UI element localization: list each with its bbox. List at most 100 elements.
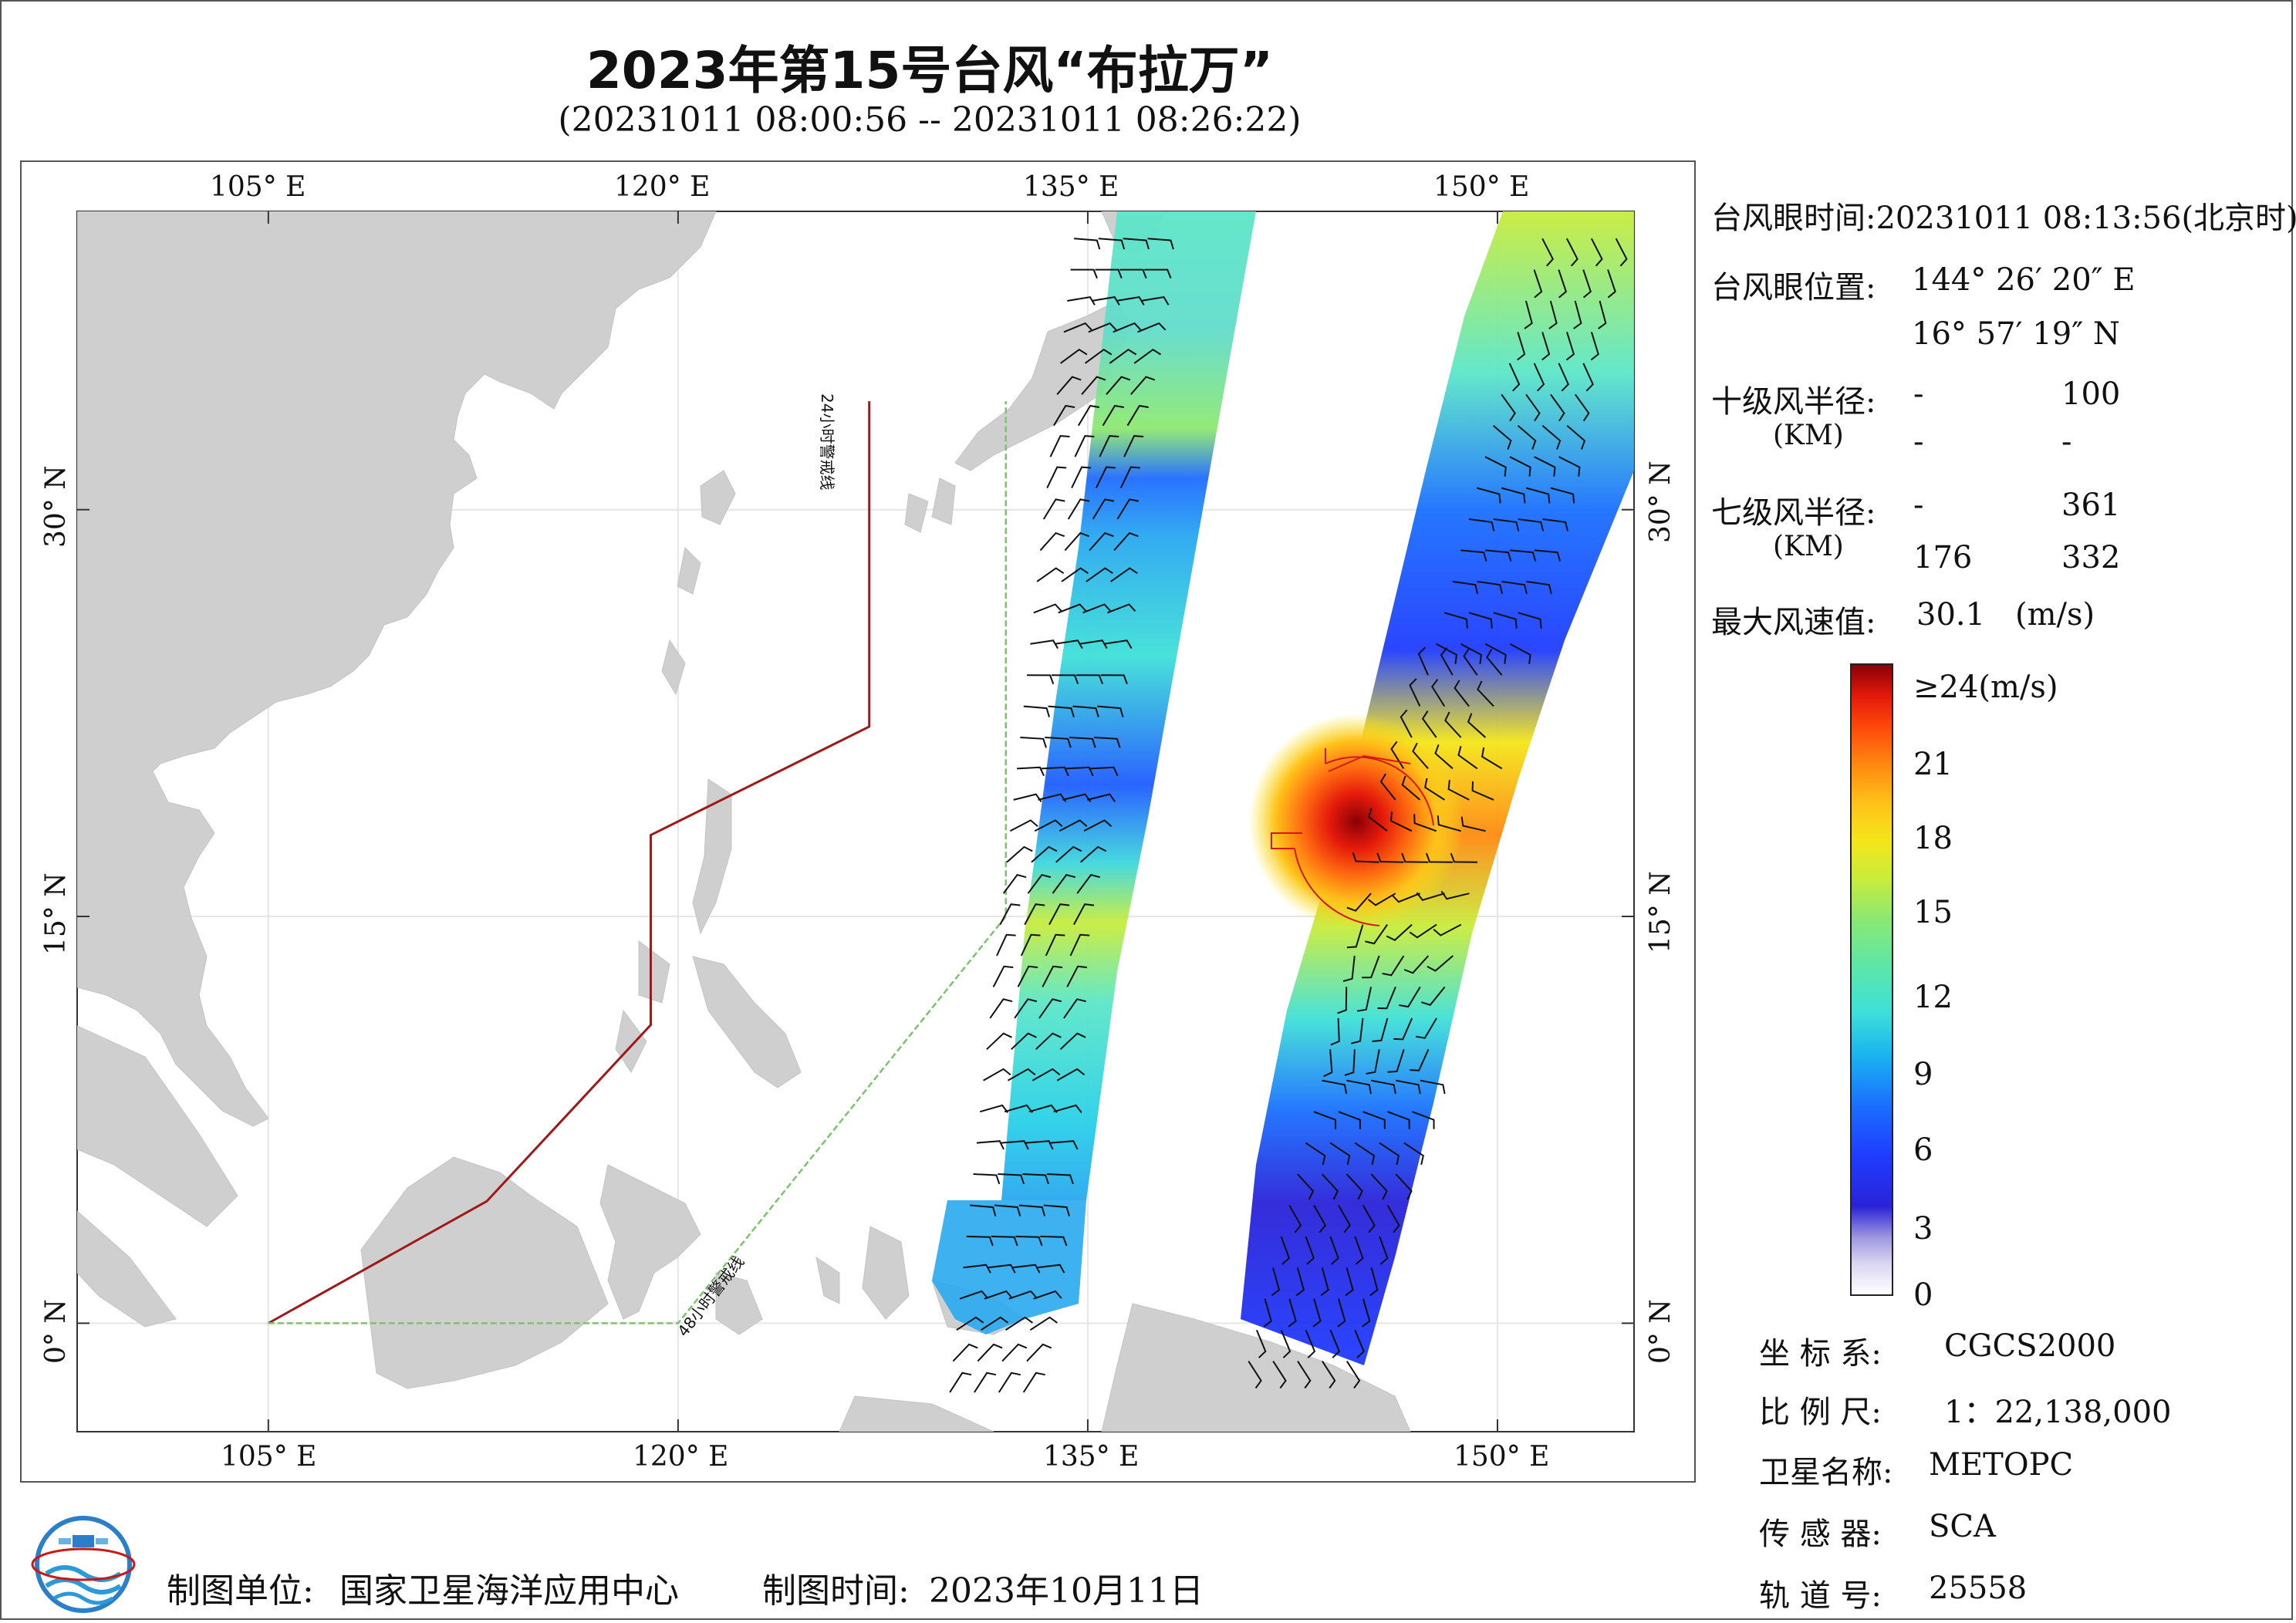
wind-barb-31 <box>1123 435 1144 457</box>
wind-barb-51 <box>1107 603 1136 614</box>
wind-barb-238 <box>1425 852 1454 863</box>
warning-lines <box>268 401 1007 1324</box>
wind-barb-277 <box>1362 1111 1386 1129</box>
wind-barb-192 <box>1460 549 1487 562</box>
wind-barb-38 <box>1092 498 1115 520</box>
wind-barb-210 <box>1463 648 1478 676</box>
wind-barb-286 <box>1321 1173 1339 1200</box>
r10-label: 十级风半径: <box>1711 384 1876 420</box>
wind-barb-19 <box>1133 348 1162 364</box>
date-value: 2023年10月11日 <box>929 1571 1204 1611</box>
wind-barb-45 <box>1061 567 1089 582</box>
wind-barb-171 <box>1582 363 1594 392</box>
wind-barb-104 <box>986 1032 1012 1051</box>
wind-barb-273 <box>1395 1079 1421 1095</box>
wind-barb-25 <box>1077 404 1100 427</box>
wind-barb-6 <box>1119 268 1147 279</box>
wind-barb-5 <box>1095 268 1123 279</box>
wind-barb-298 <box>1354 1236 1364 1265</box>
wind-barb-36 <box>1042 498 1065 520</box>
wind-barb-254 <box>1427 955 1454 972</box>
wind-barb-142 <box>1004 1316 1033 1331</box>
wind-barb-217 <box>1421 710 1437 738</box>
eye-lon: 144° 26′ 20″ E <box>1912 262 2136 298</box>
wind-barb-159 <box>1607 269 1616 299</box>
wind-barb-18 <box>1109 348 1137 364</box>
max-wind-unit: (m/s) <box>2015 597 2095 633</box>
lon-tick-bottom-120: 120° E <box>633 1441 729 1473</box>
wind-barb-9 <box>1092 296 1120 305</box>
colorbar-label-0: 0 <box>1913 1277 1933 1313</box>
wind-barb-10 <box>1116 296 1145 305</box>
wind-barb-258 <box>1399 986 1421 1008</box>
wind-barb-236 <box>1376 852 1404 863</box>
wind-barb-71 <box>1090 766 1119 777</box>
wind-barb-230 <box>1368 808 1388 832</box>
wind-barb-301 <box>1295 1267 1305 1297</box>
wind-barb-61 <box>1048 705 1075 717</box>
wind-barb-224 <box>1481 747 1503 770</box>
scale-label: 比 例 尺: <box>1759 1395 1882 1430</box>
wind-barb-161 <box>1548 300 1558 329</box>
wind-barb-203 <box>1518 612 1542 629</box>
wind-barb-135 <box>1036 1264 1065 1274</box>
wind-barb-89 <box>1024 903 1045 926</box>
wind-field-map[interactable] <box>22 162 1694 1481</box>
warning-24h-label: 24小时警戒线 <box>818 393 836 491</box>
wind-barb-265 <box>1323 1049 1333 1078</box>
r10-se: - <box>2061 424 2072 460</box>
wind-barb-256 <box>1356 987 1373 1012</box>
wind-barb-127 <box>1043 1204 1070 1216</box>
wind-barb-225 <box>1379 773 1396 801</box>
orbit-value: 25558 <box>1929 1571 2028 1606</box>
wind-barb-282 <box>1354 1142 1376 1166</box>
wind-barb-229 <box>1471 781 1494 801</box>
wind-barb-201 <box>1468 612 1493 629</box>
wind-barb-126 <box>1018 1204 1046 1216</box>
wind-barb-194 <box>1509 549 1537 562</box>
lat-tick-left-0: 0° N <box>40 1299 72 1364</box>
wind-barb-77 <box>1034 819 1063 832</box>
wind-barb-158 <box>1582 269 1592 299</box>
wind-barb-110 <box>1032 1068 1061 1081</box>
map-panel <box>20 160 1696 1483</box>
swath-1-south <box>932 1200 1086 1335</box>
r7-ne: - <box>1913 488 1924 523</box>
wind-barb-281 <box>1329 1142 1351 1166</box>
wind-barb-132 <box>963 1264 991 1274</box>
wind-barb-0 <box>1073 238 1101 250</box>
sensor-label: 传 感 器: <box>1759 1517 1882 1552</box>
wind-barb-308 <box>1337 1298 1346 1328</box>
wind-barb-242 <box>1391 892 1421 903</box>
warning-line-24h <box>268 401 871 1324</box>
wind-barb-200 <box>1443 612 1468 629</box>
wind-barb-295 <box>1280 1236 1291 1265</box>
wind-barb-177 <box>1517 424 1537 450</box>
colorbar-label-9: 9 <box>1913 1057 1933 1092</box>
wind-barb-48 <box>1033 603 1062 614</box>
wind-barb-148 <box>949 1372 972 1393</box>
r7-nw: 361 <box>2061 488 2121 523</box>
wind-barb-95 <box>1069 933 1090 957</box>
wind-barb-262 <box>1372 1017 1389 1042</box>
wind-barb-314 <box>1354 1329 1365 1358</box>
r7-label: 七级风半径: <box>1711 495 1876 531</box>
wind-barb-141 <box>981 1316 1009 1331</box>
wind-barb-68 <box>1017 766 1045 777</box>
wind-barb-252 <box>1382 955 1405 977</box>
wind-barb-100 <box>989 998 1013 1019</box>
wind-barb-29 <box>1074 435 1095 457</box>
satellite-value: METOPC <box>1929 1447 2074 1483</box>
wind-barb-302 <box>1320 1267 1329 1297</box>
eye-time-value: 20231011 08:13:56(北京时) <box>1876 201 2296 236</box>
wind-barb-139 <box>1033 1290 1062 1300</box>
wind-barb-288 <box>1370 1173 1388 1200</box>
wind-barb-237 <box>1401 852 1429 863</box>
wind-barb-275 <box>1313 1111 1337 1129</box>
wind-barb-78 <box>1059 819 1088 832</box>
wind-barb-99 <box>1066 965 1088 987</box>
colorbar-label-15: 15 <box>1913 895 1953 930</box>
wind-barb-147 <box>1026 1343 1052 1362</box>
wind-barb-60 <box>1023 705 1050 717</box>
wind-barb-42 <box>1089 531 1114 552</box>
